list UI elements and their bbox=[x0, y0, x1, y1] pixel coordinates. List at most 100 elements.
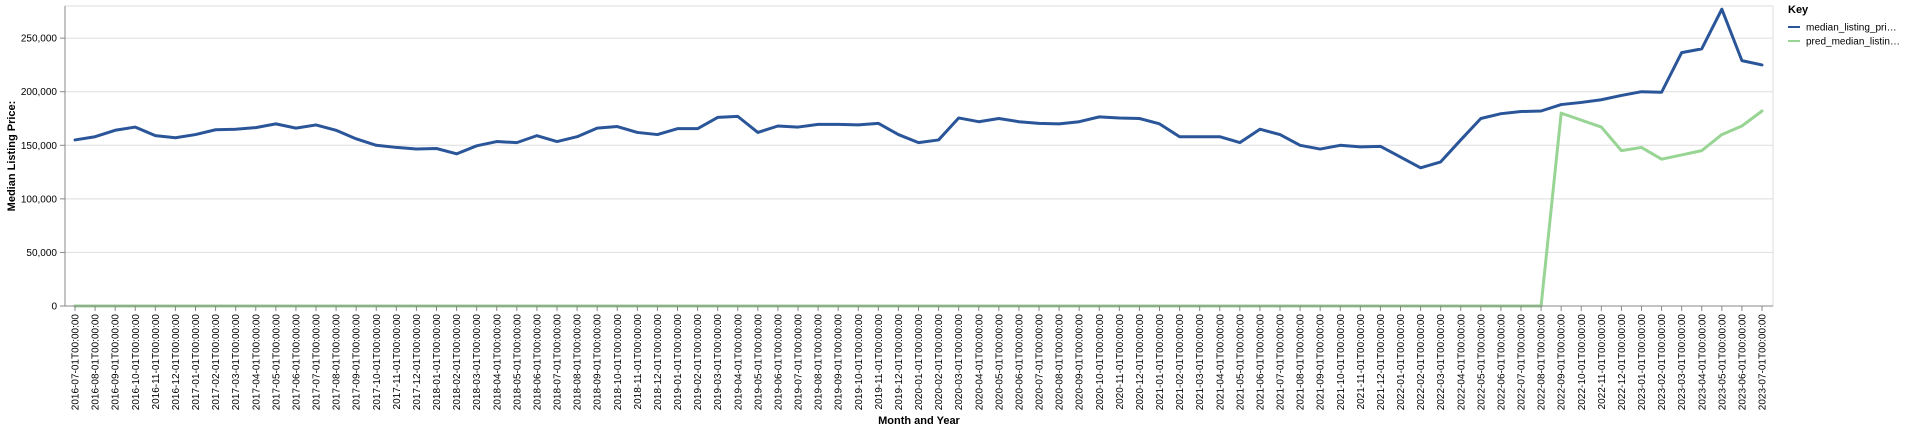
x-tick-label: 2021-01-01T00:00:00 bbox=[1155, 314, 1166, 411]
x-tick-label: 2018-03-01T00:00:00 bbox=[472, 314, 483, 411]
x-tick-label: 2022-07-01T00:00:00 bbox=[1517, 314, 1528, 411]
x-tick-label: 2020-01-01T00:00:00 bbox=[914, 314, 925, 411]
x-tick-label: 2016-09-01T00:00:00 bbox=[111, 314, 122, 411]
x-tick-label: 2023-06-01T00:00:00 bbox=[1737, 314, 1748, 411]
x-tick-label: 2022-12-01T00:00:00 bbox=[1617, 314, 1628, 411]
x-tick-label: 2021-05-01T00:00:00 bbox=[1235, 314, 1246, 411]
x-tick-label: 2018-12-01T00:00:00 bbox=[653, 314, 664, 411]
x-tick-label: 2020-10-01T00:00:00 bbox=[1095, 314, 1106, 411]
x-tick-label: 2023-04-01T00:00:00 bbox=[1697, 314, 1708, 411]
x-tick-label: 2019-06-01T00:00:00 bbox=[773, 314, 784, 411]
x-tick-label: 2016-11-01T00:00:00 bbox=[151, 314, 162, 410]
x-tick-label: 2017-03-01T00:00:00 bbox=[231, 314, 242, 411]
x-tick-label: 2018-11-01T00:00:00 bbox=[633, 314, 644, 410]
x-tick-label: 2021-03-01T00:00:00 bbox=[1195, 314, 1206, 411]
y-tick-label: 0 bbox=[51, 302, 57, 313]
x-tick-label: 2020-11-01T00:00:00 bbox=[1115, 314, 1126, 410]
series-lines bbox=[73, 7, 1764, 308]
x-tick-label: 2021-10-01T00:00:00 bbox=[1336, 314, 1347, 411]
x-tick-label: 2021-11-01T00:00:00 bbox=[1356, 314, 1367, 410]
x-tick-label: 2019-10-01T00:00:00 bbox=[854, 314, 865, 411]
x-tick-label: 2020-02-01T00:00:00 bbox=[934, 314, 945, 411]
x-tick-label: 2023-07-01T00:00:00 bbox=[1758, 314, 1769, 411]
x-tick-label: 2020-06-01T00:00:00 bbox=[1014, 314, 1025, 411]
x-tick-label: 2020-08-01T00:00:00 bbox=[1055, 314, 1066, 411]
x-tick-label: 2018-02-01T00:00:00 bbox=[452, 314, 463, 411]
x-tick-label: 2022-09-01T00:00:00 bbox=[1557, 314, 1568, 411]
x-tick-label: 2020-03-01T00:00:00 bbox=[954, 314, 965, 411]
x-tick-label: 2018-05-01T00:00:00 bbox=[512, 314, 523, 411]
legend-label-2: pred_median_listin… bbox=[1806, 37, 1900, 48]
x-tick-label: 2017-10-01T00:00:00 bbox=[372, 314, 383, 411]
legend-label-1: median_listing_pri… bbox=[1806, 23, 1897, 34]
x-tick-label: 2019-08-01T00:00:00 bbox=[814, 314, 825, 411]
x-tick-label: 2016-10-01T00:00:00 bbox=[131, 314, 142, 411]
x-tick-label: 2021-08-01T00:00:00 bbox=[1296, 314, 1307, 411]
x-tick-label: 2023-03-01T00:00:00 bbox=[1677, 314, 1688, 411]
y-tick-label: 250,000 bbox=[21, 34, 58, 45]
y-tick-label: 50,000 bbox=[26, 248, 57, 259]
x-tick-label: 2019-07-01T00:00:00 bbox=[794, 314, 805, 411]
x-tick-label: 2017-11-01T00:00:00 bbox=[392, 314, 403, 410]
x-tick-label: 2018-01-01T00:00:00 bbox=[432, 314, 443, 411]
series-line-2 bbox=[73, 109, 1764, 308]
y-axis-title: Median Listing Price: bbox=[6, 101, 18, 212]
y-tick-label: 100,000 bbox=[21, 194, 58, 205]
x-tick-label: 2022-03-01T00:00:00 bbox=[1436, 314, 1447, 411]
x-tick-label: 2022-02-01T00:00:00 bbox=[1416, 314, 1427, 411]
x-tick-label: 2021-07-01T00:00:00 bbox=[1276, 314, 1287, 411]
x-tick-label: 2016-12-01T00:00:00 bbox=[171, 314, 182, 411]
y-axis-ticks: 0 50,000 100,000 150,000 200,000 250,000 bbox=[21, 34, 65, 313]
legend-title: Key bbox=[1788, 4, 1809, 16]
x-tick-label: 2021-06-01T00:00:00 bbox=[1255, 314, 1266, 411]
x-tick-label: 2017-08-01T00:00:00 bbox=[332, 314, 343, 411]
x-tick-label: 2021-04-01T00:00:00 bbox=[1215, 314, 1226, 411]
x-tick-label: 2019-01-01T00:00:00 bbox=[673, 314, 684, 411]
x-tick-label: 2019-05-01T00:00:00 bbox=[753, 314, 764, 411]
x-tick-label: 2019-12-01T00:00:00 bbox=[894, 314, 905, 411]
x-axis-ticks: 2016-07-01T00:00:00 2016-08-01T00:00:00 20… bbox=[71, 306, 1769, 410]
x-tick-label: 2018-08-01T00:00:00 bbox=[573, 314, 584, 411]
gridlines bbox=[65, 37, 1773, 307]
x-axis-title: Month and Year bbox=[878, 415, 960, 427]
x-tick-label: 2022-01-01T00:00:00 bbox=[1396, 314, 1407, 411]
x-tick-label: 2019-03-01T00:00:00 bbox=[713, 314, 724, 411]
x-tick-label: 2022-11-01T00:00:00 bbox=[1597, 314, 1608, 410]
x-tick-label: 2018-04-01T00:00:00 bbox=[492, 314, 503, 411]
x-tick-label: 2018-10-01T00:00:00 bbox=[613, 314, 624, 411]
x-tick-label: 2018-07-01T00:00:00 bbox=[553, 314, 564, 411]
x-tick-label: 2018-09-01T00:00:00 bbox=[593, 314, 604, 411]
x-tick-label: 2017-02-01T00:00:00 bbox=[211, 314, 222, 411]
x-tick-label: 2021-02-01T00:00:00 bbox=[1175, 314, 1186, 411]
x-tick-label: 2023-02-01T00:00:00 bbox=[1657, 314, 1668, 411]
x-tick-label: 2017-12-01T00:00:00 bbox=[412, 314, 423, 411]
x-tick-label: 2023-01-01T00:00:00 bbox=[1637, 314, 1648, 411]
x-tick-label: 2017-07-01T00:00:00 bbox=[312, 314, 323, 411]
x-tick-label: 2017-04-01T00:00:00 bbox=[251, 314, 262, 411]
x-tick-label: 2022-08-01T00:00:00 bbox=[1537, 314, 1548, 411]
x-tick-label: 2020-04-01T00:00:00 bbox=[974, 314, 985, 411]
x-tick-label: 2017-06-01T00:00:00 bbox=[291, 314, 302, 411]
x-tick-label: 2022-05-01T00:00:00 bbox=[1476, 314, 1487, 411]
x-tick-label: 2020-07-01T00:00:00 bbox=[1035, 314, 1046, 411]
x-tick-label: 2018-06-01T00:00:00 bbox=[532, 314, 543, 411]
x-tick-label: 2019-02-01T00:00:00 bbox=[693, 314, 704, 411]
x-tick-label: 2016-07-01T00:00:00 bbox=[71, 314, 82, 411]
x-tick-label: 2017-05-01T00:00:00 bbox=[271, 314, 282, 411]
x-tick-label: 2019-09-01T00:00:00 bbox=[834, 314, 845, 411]
x-tick-label: 2020-05-01T00:00:00 bbox=[994, 314, 1005, 411]
x-tick-label: 2022-04-01T00:00:00 bbox=[1456, 314, 1467, 411]
x-tick-label: 2021-09-01T00:00:00 bbox=[1316, 314, 1327, 411]
x-tick-label: 2020-12-01T00:00:00 bbox=[1135, 314, 1146, 411]
y-tick-label: 150,000 bbox=[21, 141, 58, 152]
series-line-1 bbox=[73, 7, 1764, 170]
y-tick-label: 200,000 bbox=[21, 87, 58, 98]
x-tick-label: 2019-04-01T00:00:00 bbox=[733, 314, 744, 411]
x-tick-label: 2021-12-01T00:00:00 bbox=[1376, 314, 1387, 411]
axes bbox=[64, 6, 1773, 307]
x-tick-label: 2020-09-01T00:00:00 bbox=[1075, 314, 1086, 411]
x-tick-label: 2019-11-01T00:00:00 bbox=[874, 314, 885, 410]
x-tick-label: 2022-06-01T00:00:00 bbox=[1496, 314, 1507, 411]
x-tick-label: 2016-08-01T00:00:00 bbox=[91, 314, 102, 411]
